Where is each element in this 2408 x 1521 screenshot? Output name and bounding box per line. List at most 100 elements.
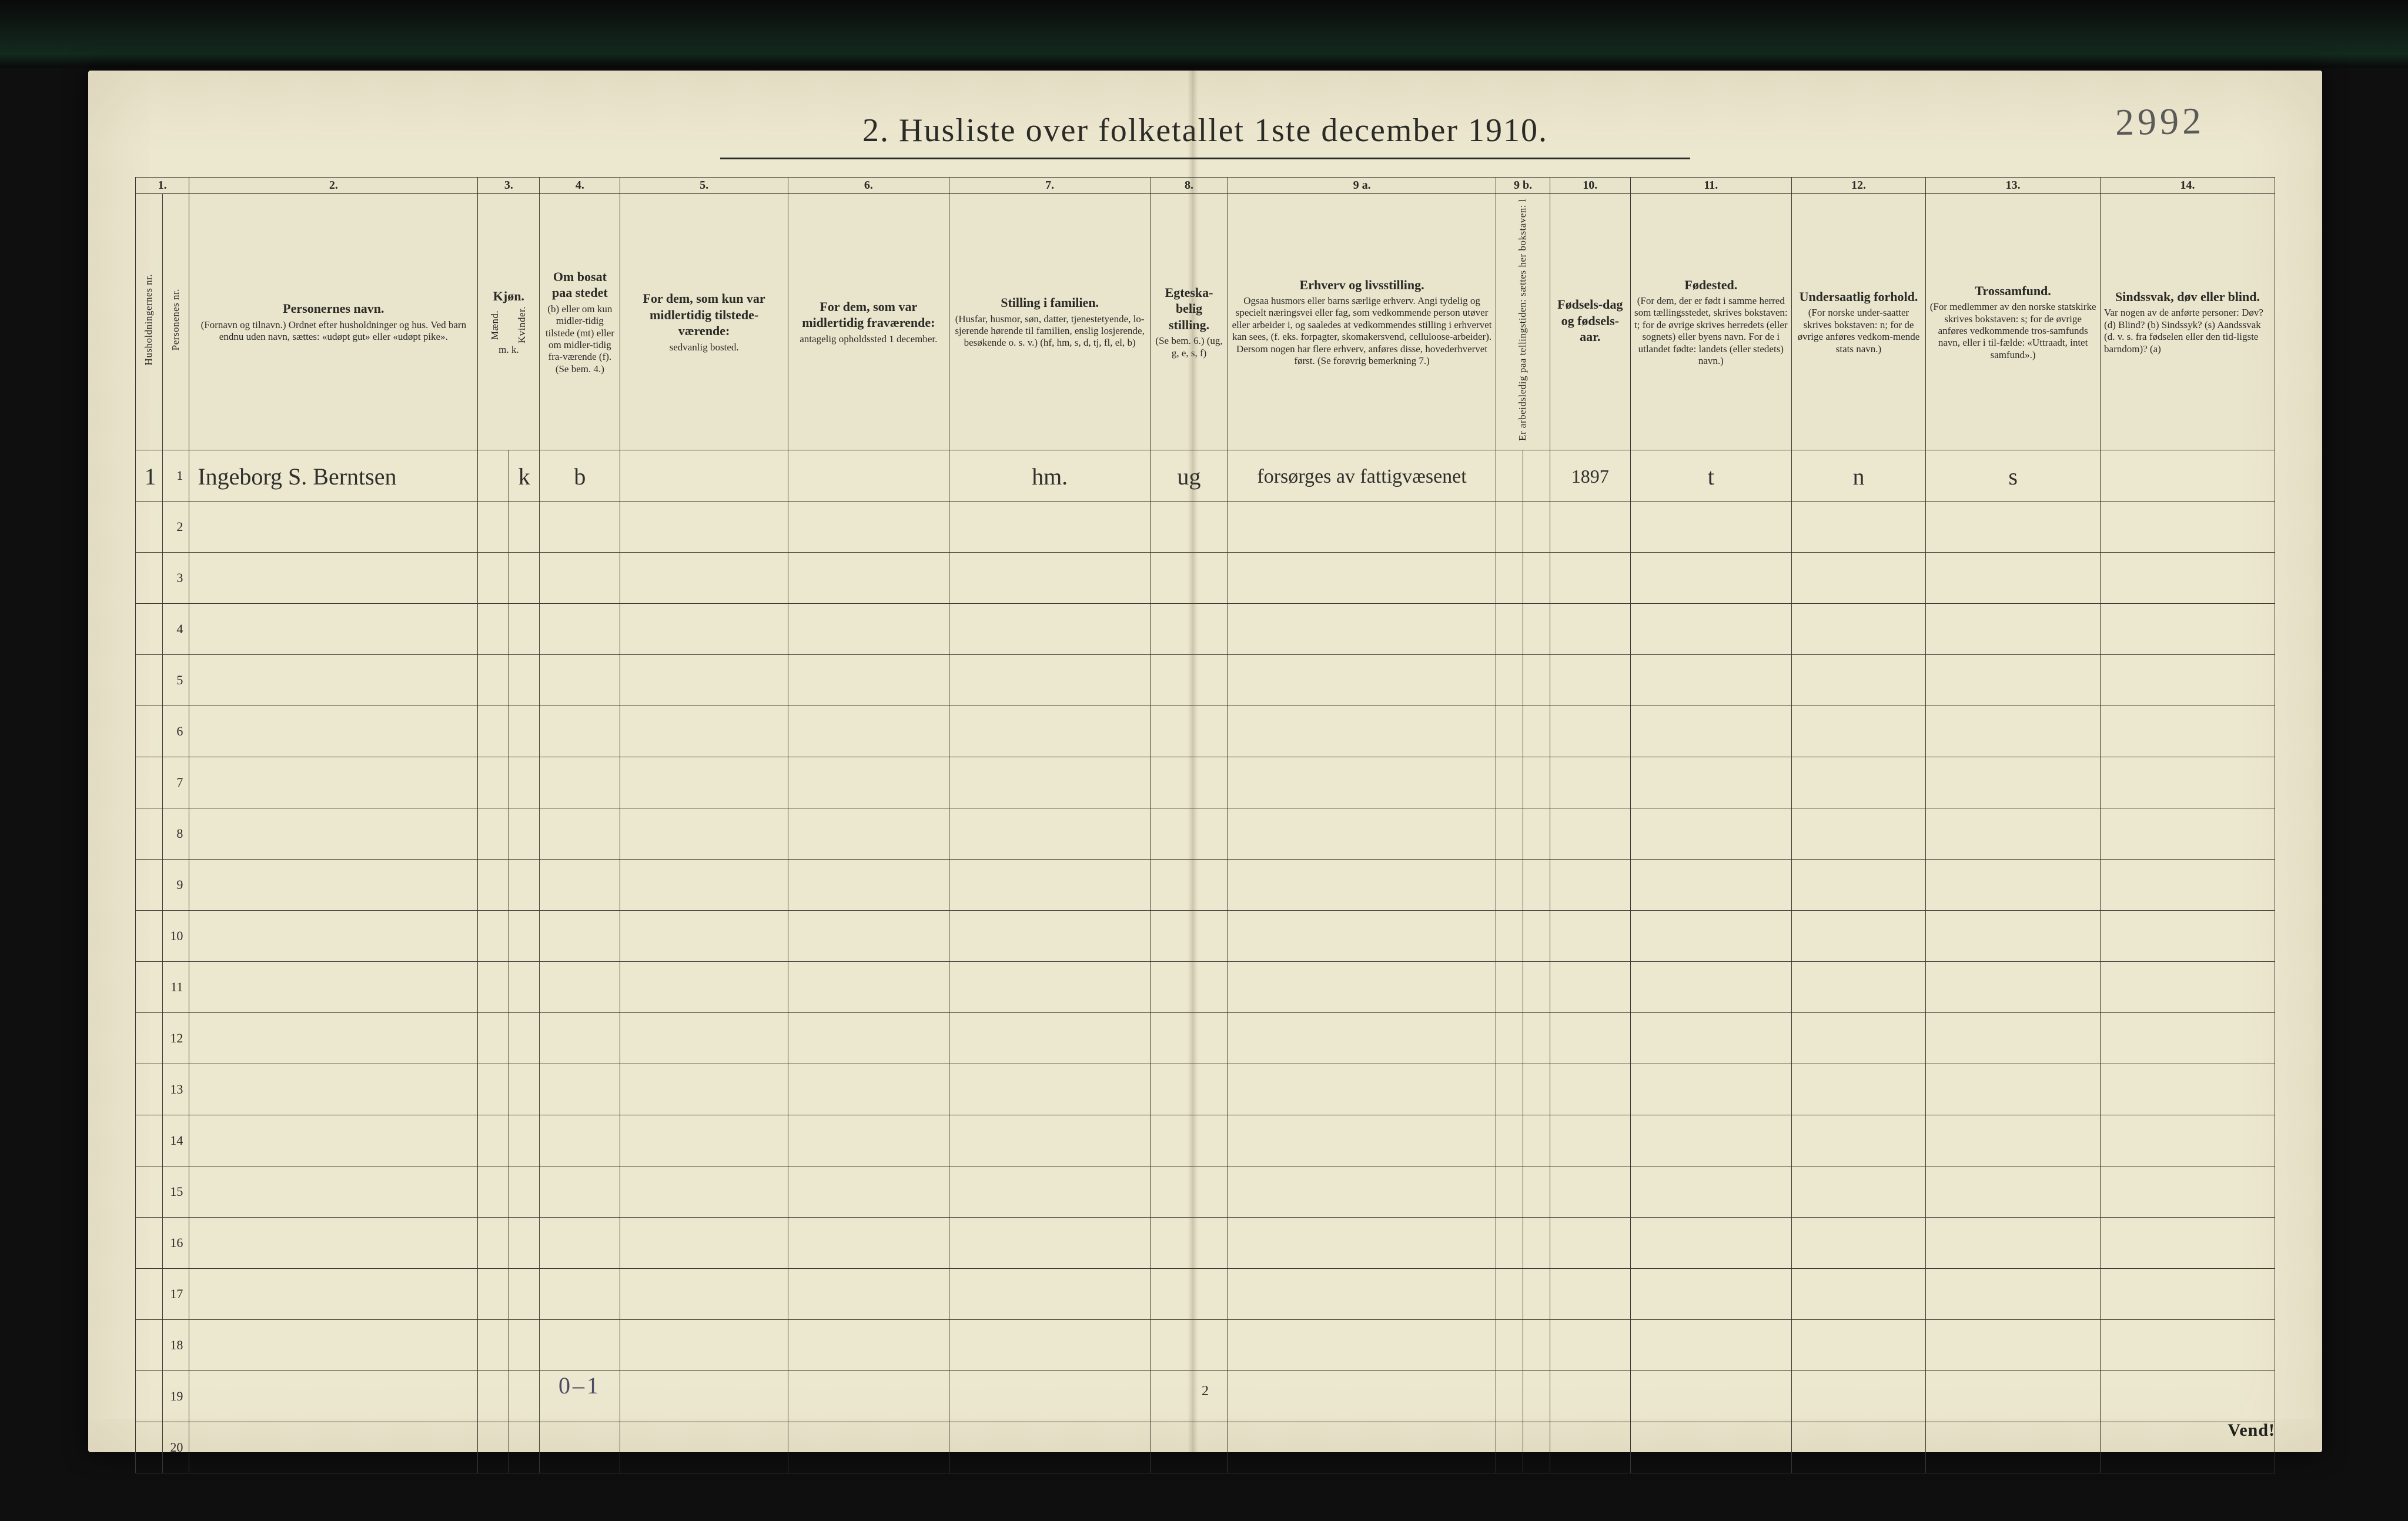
cell-blank bbox=[2101, 1115, 2275, 1166]
cell-blank bbox=[1228, 1115, 1496, 1166]
colnum-9b: 9 b. bbox=[1496, 178, 1550, 194]
cell-blank bbox=[1523, 961, 1550, 1012]
colnum-6: 6. bbox=[788, 178, 949, 194]
cell-blank bbox=[1791, 859, 1925, 910]
cell-blank bbox=[540, 1217, 620, 1268]
table-row: 9 bbox=[136, 859, 2275, 910]
cell-blank bbox=[620, 1422, 788, 1473]
cell-blank bbox=[1791, 1115, 1925, 1166]
table-row: 4 bbox=[136, 603, 2275, 654]
table-body: 1 1 Ingeborg S. Berntsen k b hm. ug fors… bbox=[136, 450, 2275, 1473]
table-row: 5 bbox=[136, 654, 2275, 706]
cell-blank bbox=[788, 808, 949, 859]
cell-blank bbox=[620, 961, 788, 1012]
head-navn: Personernes navn. (Fornavn og tilnavn.) … bbox=[189, 194, 478, 450]
head-fodested-sub: (For dem, der er født i samme herred som… bbox=[1634, 295, 1788, 367]
cell-blank bbox=[788, 552, 949, 603]
cell-blank bbox=[1228, 757, 1496, 808]
cell-blank bbox=[189, 961, 478, 1012]
cell-blank bbox=[620, 654, 788, 706]
cell-blank bbox=[1791, 706, 1925, 757]
cell-blank bbox=[1630, 1012, 1791, 1064]
head-kjon-m: Mænd. bbox=[490, 306, 501, 343]
cell-blank bbox=[136, 552, 163, 603]
cell-blank bbox=[478, 552, 509, 603]
cell-blank bbox=[478, 1217, 509, 1268]
cell-blank bbox=[1151, 961, 1228, 1012]
cell-blank bbox=[136, 1319, 163, 1370]
colnum-1: 1. bbox=[136, 178, 189, 194]
val-bosat: b bbox=[574, 465, 586, 489]
cell-blank bbox=[1926, 1012, 2101, 1064]
cell-blank bbox=[620, 603, 788, 654]
table-row: 10 bbox=[136, 910, 2275, 961]
colnum-3: 3. bbox=[478, 178, 540, 194]
cell-blank bbox=[949, 961, 1151, 1012]
cell-blank bbox=[509, 808, 540, 859]
cell-blank bbox=[509, 1064, 540, 1115]
cell-blank bbox=[1151, 501, 1228, 552]
cell-blank bbox=[1523, 1319, 1550, 1370]
head-arbeidsledig-label: Er arbeidsledig paa tellingstiden: sætte… bbox=[1517, 199, 1529, 441]
cell-tilstede bbox=[620, 450, 788, 501]
cell-blank bbox=[1496, 859, 1523, 910]
cell-blank bbox=[478, 1422, 509, 1473]
cell-blank bbox=[478, 1370, 509, 1422]
cell-person-nr: 6 bbox=[162, 706, 189, 757]
val-fodested: t bbox=[1708, 465, 1714, 489]
cell-blank bbox=[1550, 603, 1630, 654]
cell-blank bbox=[1228, 1422, 1496, 1473]
cell-blank bbox=[1550, 1319, 1630, 1370]
cell-blank bbox=[2101, 757, 2275, 808]
colnum-9a: 9 a. bbox=[1228, 178, 1496, 194]
cell-blank bbox=[1496, 552, 1523, 603]
val-tros: s bbox=[2008, 465, 2018, 489]
cell-person-nr: 2 bbox=[162, 501, 189, 552]
cell-blank bbox=[2101, 961, 2275, 1012]
colnum-12: 12. bbox=[1791, 178, 1925, 194]
cell-blank bbox=[788, 654, 949, 706]
cell-blank bbox=[788, 859, 949, 910]
colnum-13: 13. bbox=[1926, 178, 2101, 194]
cell-fodsel: 1897 bbox=[1550, 450, 1630, 501]
cell-blank bbox=[788, 1217, 949, 1268]
cell-blank bbox=[540, 501, 620, 552]
cell-blank bbox=[1151, 808, 1228, 859]
cell-blank bbox=[949, 552, 1151, 603]
cell-blank bbox=[1630, 1319, 1791, 1370]
cell-blank bbox=[1791, 1422, 1925, 1473]
head-bosat-title: Om bosat paa stedet bbox=[543, 269, 616, 301]
cell-blank bbox=[1926, 910, 2101, 961]
cell-blank bbox=[1630, 859, 1791, 910]
cell-stilling: hm. bbox=[949, 450, 1151, 501]
cell-blank bbox=[1791, 1268, 1925, 1319]
cell-blank bbox=[136, 961, 163, 1012]
cell-blank bbox=[788, 603, 949, 654]
cell-blank bbox=[620, 1115, 788, 1166]
cell-blank bbox=[509, 1422, 540, 1473]
cell-blank bbox=[1496, 1422, 1523, 1473]
val-egtesk: ug bbox=[1178, 465, 1201, 489]
cell-blank bbox=[540, 1064, 620, 1115]
head-fodsel: Fødsels-dag og fødsels-aar. bbox=[1550, 194, 1630, 450]
cell-blank bbox=[1523, 808, 1550, 859]
cell-blank bbox=[540, 1115, 620, 1166]
cell-person-nr: 19 bbox=[162, 1370, 189, 1422]
table-row: 20 bbox=[136, 1422, 2275, 1473]
table-row: 16 bbox=[136, 1217, 2275, 1268]
val-stilling: hm. bbox=[1032, 465, 1068, 489]
cell-blank bbox=[949, 757, 1151, 808]
head-person-nr-label: Personenes nr. bbox=[170, 289, 182, 350]
cell-blank bbox=[1791, 1064, 1925, 1115]
cell-blank bbox=[620, 1268, 788, 1319]
cell-blank bbox=[1151, 603, 1228, 654]
cell-blank bbox=[1630, 552, 1791, 603]
cell-blank bbox=[2101, 1370, 2275, 1422]
head-egtesk-title: Egteska-belig stilling. bbox=[1154, 285, 1223, 333]
cell-blank bbox=[788, 910, 949, 961]
head-husholdning-nr-label: Husholdningernes nr. bbox=[143, 274, 155, 365]
cell-blank bbox=[1496, 1217, 1523, 1268]
cell-blank bbox=[2101, 808, 2275, 859]
cell-blank bbox=[1791, 1217, 1925, 1268]
cell-blank bbox=[1630, 757, 1791, 808]
